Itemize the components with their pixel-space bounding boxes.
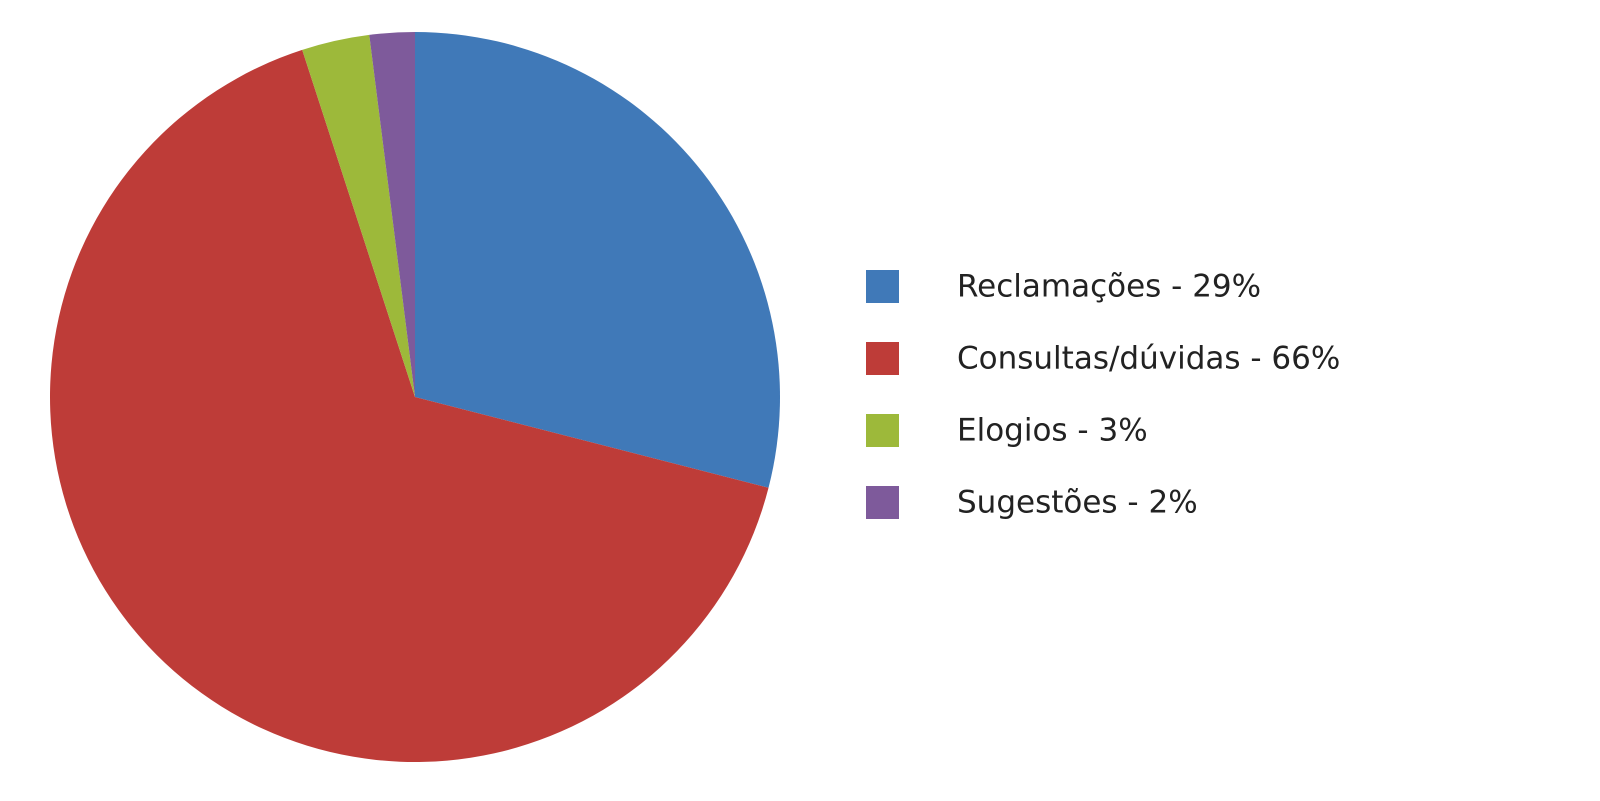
pie-slice — [415, 32, 780, 488]
legend-swatch — [866, 270, 899, 303]
pie-slice — [369, 32, 415, 397]
legend-swatch — [866, 414, 899, 447]
legend-swatch — [866, 342, 899, 375]
legend-label: Reclamações - 29% — [957, 269, 1261, 305]
pie-slice — [49, 49, 769, 763]
legend-label: Elogios - 3% — [957, 413, 1148, 449]
legend-swatch — [866, 486, 899, 519]
pie-slice — [302, 34, 415, 397]
legend-label: Sugestões - 2% — [957, 485, 1198, 521]
legend-label: Consultas/dúvidas - 66% — [957, 341, 1340, 377]
